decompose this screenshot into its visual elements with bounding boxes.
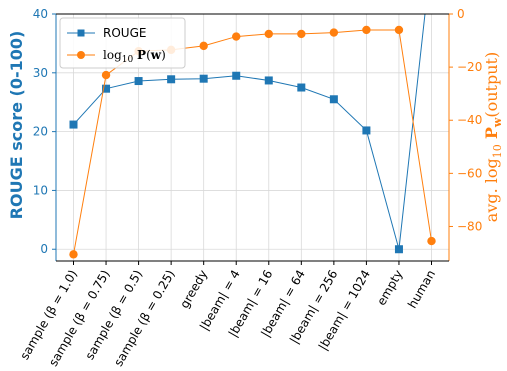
y-left-tick-label: 0 [40, 242, 48, 256]
y-right-tick-label: −40 [457, 113, 482, 127]
data-point-logp [297, 29, 306, 39]
data-point-rouge [232, 71, 241, 80]
data-point-rouge [102, 84, 111, 93]
data-point-rouge [329, 95, 338, 104]
y-right-axis-title: avg. log10 Pw(output) [482, 52, 504, 222]
legend-label-logp: log10 P(w) [103, 48, 166, 65]
x-tick-label: greedy [177, 268, 210, 311]
data-point-rouge [297, 83, 306, 92]
y-left-tick-label: 40 [33, 7, 48, 21]
y-right-tick-label: −20 [457, 60, 482, 74]
y-left-axis-title-label: ROUGE score (0-100) [7, 31, 26, 220]
y-left-tick-label: 20 [33, 125, 48, 139]
data-point-logp [101, 70, 111, 80]
data-point-logp [264, 29, 273, 39]
y-left-axis-title: ROUGE score (0-100) [7, 31, 26, 220]
legend: ROUGE log10 P(w) [59, 17, 186, 69]
x-tick-label: sample (β = 1.0) [17, 268, 80, 363]
data-point-logp [427, 236, 436, 246]
series-line-rouge [73, 14, 426, 250]
data-point-logp [69, 250, 78, 259]
x-tick-label: sample (β = 0.75) [46, 268, 113, 369]
data-point-rouge [362, 126, 371, 135]
data-point-logp [394, 25, 404, 35]
data-point-logp [232, 32, 241, 41]
data-point-logp [199, 41, 208, 51]
y-left-tick-label: 10 [33, 183, 48, 197]
x-tick-label: human [405, 268, 438, 311]
data-point-rouge [199, 74, 208, 83]
y-right-tick-label: 0 [457, 7, 465, 21]
axes [55, 13, 450, 262]
y-left-tick-label: 30 [33, 66, 48, 80]
y-right-tick-label: −80 [457, 219, 482, 233]
data-point-logp [362, 25, 371, 35]
legend-marker-logp [77, 51, 85, 59]
y-right-tick-label: −60 [457, 166, 482, 180]
legend-marker-rouge [77, 29, 85, 37]
data-point-rouge [394, 245, 403, 254]
data-point-logp [329, 28, 339, 37]
data-point-rouge [69, 120, 78, 129]
x-tick-label: empty [374, 268, 405, 308]
data-point-rouge [264, 76, 273, 85]
legend-label-rouge: ROUGE [103, 26, 146, 40]
data-point-rouge [134, 77, 143, 86]
x-tick-label: sample (β = 0.25) [111, 268, 178, 369]
data-point-rouge [167, 75, 176, 84]
